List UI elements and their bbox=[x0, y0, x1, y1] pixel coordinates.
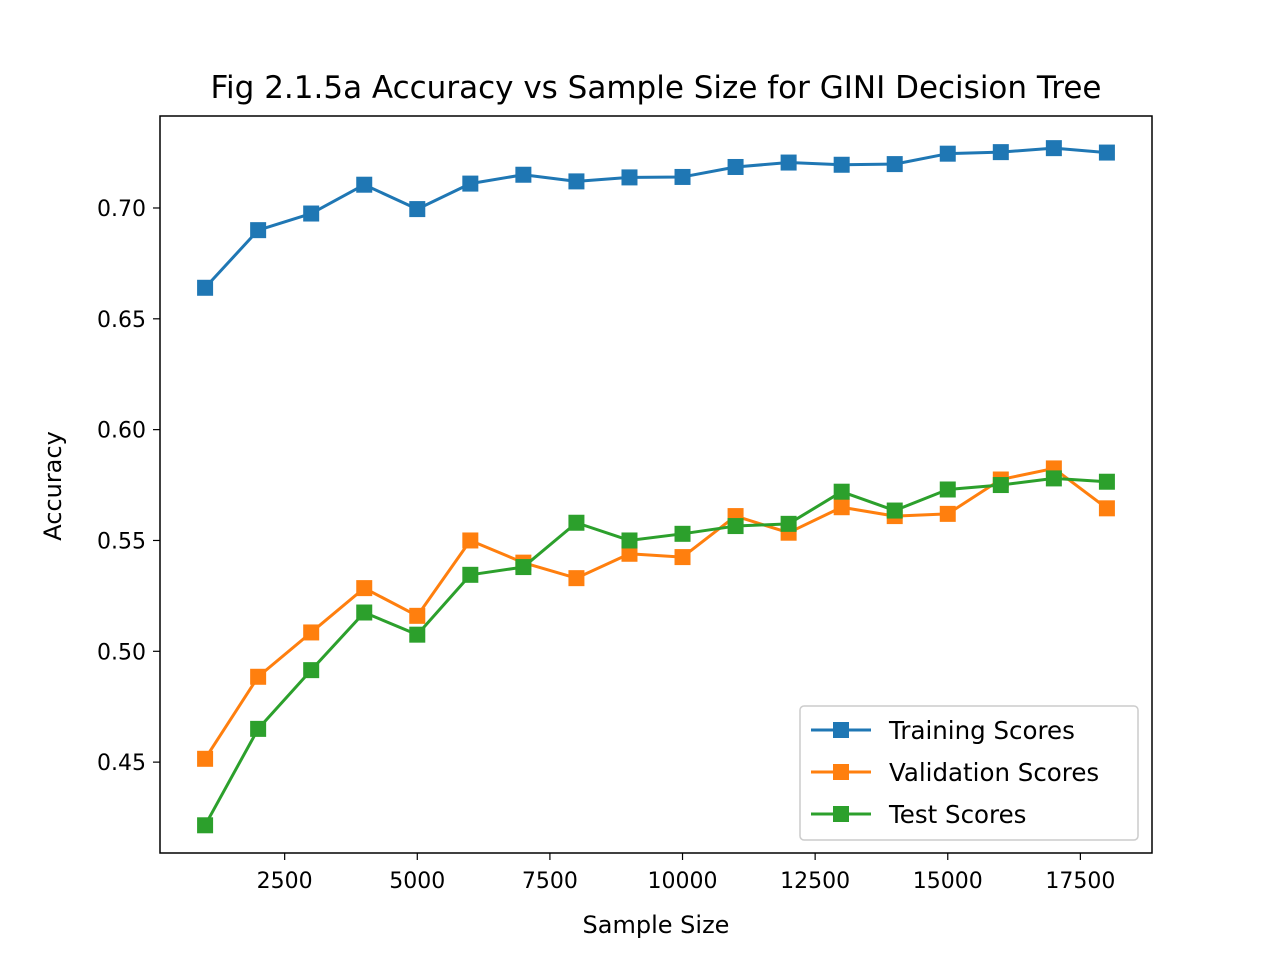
data-point-test-scores bbox=[409, 626, 426, 643]
x-tick-label: 7500 bbox=[522, 869, 578, 894]
data-point-test-scores bbox=[727, 518, 744, 535]
data-point-test-scores bbox=[197, 817, 214, 834]
x-tick-label: 2500 bbox=[257, 869, 313, 894]
data-point-test-scores bbox=[992, 477, 1009, 494]
data-point-training-scores bbox=[992, 144, 1009, 161]
data-point-validation-scores bbox=[356, 580, 373, 597]
y-tick-label: 0.50 bbox=[97, 640, 146, 665]
data-point-training-scores bbox=[303, 205, 320, 222]
data-point-training-scores bbox=[250, 222, 267, 239]
y-axis: 0.45 0.50 0.55 0.60 0.65 0.70 bbox=[97, 197, 160, 776]
data-point-validation-scores bbox=[1098, 500, 1115, 517]
data-point-test-scores bbox=[515, 559, 532, 576]
legend-label: Training Scores bbox=[888, 716, 1075, 745]
data-point-training-scores bbox=[197, 279, 214, 296]
data-point-test-scores bbox=[674, 525, 691, 542]
series-training-scores bbox=[197, 140, 1115, 296]
data-point-test-scores bbox=[462, 566, 479, 583]
y-tick-label: 0.60 bbox=[97, 419, 146, 444]
legend-label: Validation Scores bbox=[889, 758, 1099, 787]
y-tick-label: 0.65 bbox=[97, 308, 146, 333]
data-point-training-scores bbox=[515, 166, 532, 183]
x-axis: 2500 5000 7500 10000 12500 15000 17500 bbox=[257, 853, 1115, 894]
legend-box bbox=[799, 705, 1139, 841]
data-point-training-scores bbox=[621, 169, 638, 186]
data-point-test-scores bbox=[568, 514, 585, 531]
x-tick-label: 17500 bbox=[1045, 869, 1115, 894]
data-point-training-scores bbox=[409, 201, 426, 218]
x-tick-label: 12500 bbox=[780, 869, 850, 894]
legend-marker-swatch bbox=[833, 722, 849, 738]
data-point-training-scores bbox=[462, 175, 479, 192]
data-point-training-scores bbox=[568, 173, 585, 190]
data-point-validation-scores bbox=[674, 549, 691, 566]
data-point-training-scores bbox=[356, 176, 373, 193]
data-point-training-scores bbox=[780, 154, 797, 171]
data-point-training-scores bbox=[886, 156, 903, 173]
data-point-test-scores bbox=[1045, 470, 1062, 487]
data-point-validation-scores bbox=[621, 545, 638, 562]
data-point-validation-scores bbox=[303, 624, 320, 641]
data-point-validation-scores bbox=[939, 505, 956, 522]
legend-item-test-scores: Test Scores bbox=[811, 800, 1026, 829]
series-line-training-scores bbox=[203, 146, 1108, 289]
data-point-test-scores bbox=[833, 483, 850, 500]
y-tick-label: 0.70 bbox=[97, 197, 146, 222]
series-line-validation-scores bbox=[203, 466, 1108, 760]
data-point-test-scores bbox=[939, 481, 956, 498]
legend-marker-swatch bbox=[833, 806, 849, 822]
data-point-test-scores bbox=[621, 532, 638, 549]
data-point-validation-scores bbox=[833, 499, 850, 516]
legend-item-training-scores: Training Scores bbox=[811, 716, 1075, 745]
plot-frame bbox=[159, 115, 1153, 854]
legend-marker-swatch bbox=[833, 764, 849, 780]
data-point-validation-scores bbox=[409, 607, 426, 624]
data-point-test-scores bbox=[886, 502, 903, 519]
x-axis-label: Sample Size bbox=[583, 911, 730, 939]
data-point-training-scores bbox=[1045, 140, 1062, 157]
data-point-validation-scores bbox=[462, 532, 479, 549]
data-point-test-scores bbox=[356, 604, 373, 621]
series-test-scores bbox=[197, 470, 1115, 834]
data-point-training-scores bbox=[1098, 144, 1115, 161]
x-tick-label: 15000 bbox=[913, 869, 983, 894]
data-point-training-scores bbox=[939, 145, 956, 162]
data-point-test-scores bbox=[303, 662, 320, 679]
y-axis-label: Accuracy bbox=[39, 431, 67, 541]
data-point-test-scores bbox=[780, 515, 797, 532]
legend: Training Scores Validation Scores Test Sco… bbox=[799, 705, 1139, 841]
data-point-validation-scores bbox=[568, 570, 585, 587]
x-tick-label: 5000 bbox=[389, 869, 445, 894]
data-point-validation-scores bbox=[197, 750, 214, 767]
chart-title: Fig 2.1.5a Accuracy vs Sample Size for G… bbox=[210, 70, 1101, 106]
data-point-training-scores bbox=[833, 156, 850, 173]
data-point-training-scores bbox=[727, 158, 744, 175]
data-point-test-scores bbox=[1098, 473, 1115, 490]
data-point-training-scores bbox=[674, 168, 691, 185]
x-tick-label: 10000 bbox=[648, 869, 718, 894]
y-tick-label: 0.55 bbox=[97, 529, 146, 554]
series-line-test-scores bbox=[203, 476, 1108, 827]
data-point-validation-scores bbox=[250, 668, 267, 685]
legend-item-validation-scores: Validation Scores bbox=[811, 758, 1099, 787]
plot-area bbox=[197, 140, 1115, 834]
y-tick-label: 0.45 bbox=[97, 751, 146, 776]
data-point-test-scores bbox=[250, 720, 267, 737]
legend-label: Test Scores bbox=[888, 800, 1026, 829]
